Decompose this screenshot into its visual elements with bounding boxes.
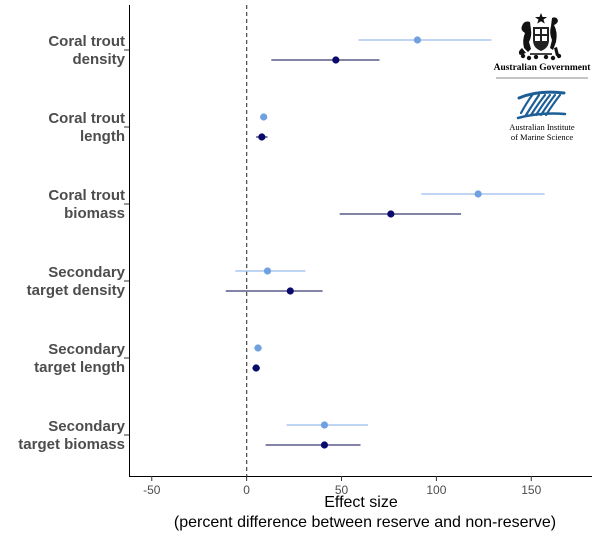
- effect-point: [332, 56, 340, 64]
- category-label-line: Secondary: [48, 418, 125, 435]
- effect-point: [260, 113, 268, 121]
- category-label-line: Secondary: [48, 341, 125, 358]
- effect-point: [387, 210, 395, 218]
- aims-logo: Australian Institute of Marine Science: [509, 90, 575, 142]
- effect-point: [252, 364, 260, 372]
- category-label-line: Coral trout: [48, 33, 125, 50]
- category-label-line: target density: [27, 282, 126, 299]
- category-label-line: biomass: [64, 205, 125, 222]
- chart-marks: [225, 36, 545, 449]
- x-tick-label: 150: [521, 483, 541, 497]
- x-tick-label: 50: [335, 483, 349, 497]
- effect-point: [263, 267, 272, 275]
- category-label: Secondary target biomass: [18, 418, 125, 453]
- x-axis-subtitle: (percent difference between reserve and …: [174, 514, 556, 531]
- x-tick-label: -50: [143, 483, 161, 497]
- category-label: Secondary target length: [34, 341, 125, 376]
- category-label-line: length: [80, 128, 125, 145]
- effect-point: [258, 133, 266, 141]
- effect-point: [413, 36, 422, 44]
- category-label-line: Coral trout: [48, 110, 125, 127]
- australian-government-text: Australian Government: [494, 63, 592, 73]
- aims-waves-icon: [516, 90, 567, 120]
- effect-point: [320, 421, 329, 429]
- category-label: Coral trout length: [48, 110, 125, 145]
- aims-name-line2: of Marine Science: [511, 132, 574, 142]
- x-axis-title: Effect size: [324, 494, 398, 511]
- coat-of-arms-icon: [518, 13, 562, 61]
- effect-point: [474, 190, 482, 198]
- x-axis-ticks: -50 0 50 100 150: [143, 476, 542, 497]
- category-label-line: density: [72, 51, 125, 68]
- category-label: Secondary target density: [27, 264, 126, 299]
- effect-point: [320, 441, 329, 449]
- category-label-line: Secondary: [48, 264, 125, 281]
- x-tick-label: 100: [426, 483, 446, 497]
- x-tick-label: 0: [243, 483, 250, 497]
- category-label-line: target biomass: [18, 436, 125, 453]
- australian-government-logo: Australian Government: [494, 13, 592, 79]
- effect-point: [286, 287, 294, 295]
- category-label: Coral trout density: [48, 33, 125, 68]
- category-label-line: Coral trout: [48, 187, 125, 204]
- category-label: Coral trout biomass: [48, 187, 125, 222]
- aims-name-line1: Australian Institute: [509, 122, 575, 132]
- effect-point: [254, 344, 262, 352]
- category-label-line: target length: [34, 359, 125, 376]
